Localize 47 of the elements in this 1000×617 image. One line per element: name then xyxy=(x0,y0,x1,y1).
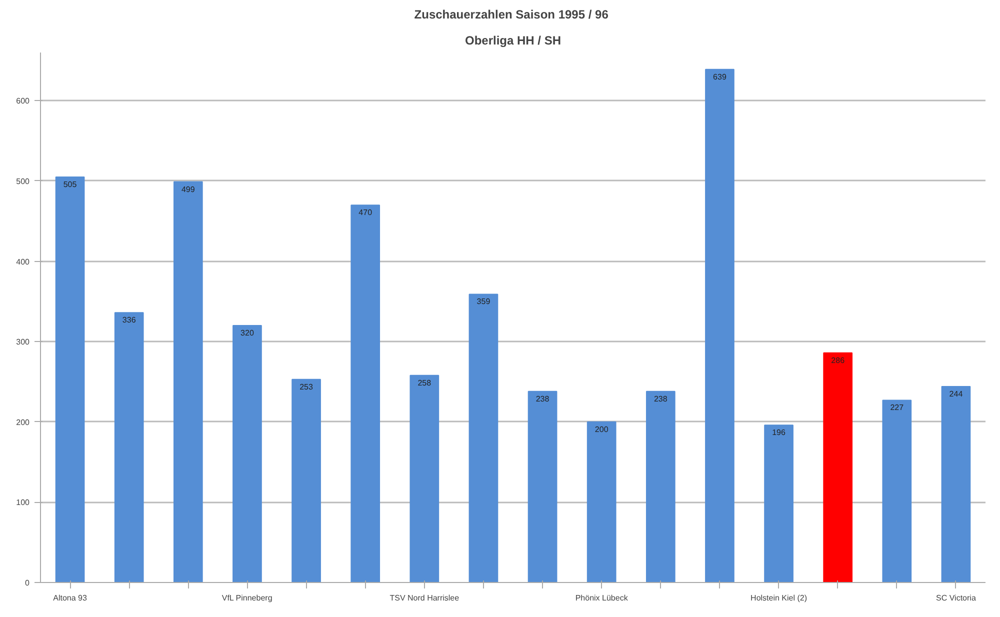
x-tick-label: VfL Pinneberg xyxy=(222,594,272,602)
data-label: 238 xyxy=(654,394,668,404)
bar xyxy=(55,176,85,582)
data-label: 258 xyxy=(418,378,432,388)
bar xyxy=(823,352,853,582)
bar xyxy=(292,378,321,582)
bar xyxy=(350,204,380,582)
bar xyxy=(468,294,498,582)
data-label: 320 xyxy=(240,328,254,338)
x-tick-label: SC Victoria xyxy=(936,594,976,602)
bar xyxy=(764,424,794,582)
bar xyxy=(586,421,616,582)
bar xyxy=(173,181,203,582)
x-tick-label: Phönix Lübeck xyxy=(575,594,629,602)
bar xyxy=(882,400,912,582)
bar xyxy=(646,390,676,582)
chart-subtitle: Oberliga HH / SH xyxy=(464,34,562,48)
x-tick-label: Altona 93 xyxy=(53,594,88,602)
chart-title: Zuschauerzahlen Saison 1995 / 96 xyxy=(414,8,609,22)
x-tick-label: Holstein Kiel (2) xyxy=(750,594,808,602)
y-tick-label: 200 xyxy=(16,418,30,427)
data-label: 196 xyxy=(772,428,786,438)
y-tick-label: 300 xyxy=(16,338,30,347)
bar xyxy=(941,386,971,582)
data-label: 359 xyxy=(476,297,491,306)
data-label: 286 xyxy=(831,356,846,365)
y-tick-label: 0 xyxy=(25,578,30,588)
data-label: 639 xyxy=(713,72,727,82)
data-label: 336 xyxy=(122,316,136,325)
bar xyxy=(114,312,144,582)
y-tick-label: 500 xyxy=(16,176,30,186)
data-label: 499 xyxy=(181,184,196,194)
bar xyxy=(232,325,262,582)
y-tick-label: 400 xyxy=(16,257,30,266)
data-label: 244 xyxy=(949,390,964,399)
y-tick-label: 600 xyxy=(16,96,30,106)
bar xyxy=(705,68,734,582)
bar xyxy=(410,374,440,582)
data-label: 470 xyxy=(358,208,373,218)
data-label: 238 xyxy=(536,394,550,404)
y-tick-label: 100 xyxy=(16,498,30,508)
bar xyxy=(528,390,558,582)
data-label: 227 xyxy=(890,403,904,412)
data-label: 505 xyxy=(63,180,78,189)
data-label: 200 xyxy=(594,424,609,434)
data-label: 253 xyxy=(300,382,314,392)
x-tick-label: TSV Nord Harrislee xyxy=(390,594,460,602)
